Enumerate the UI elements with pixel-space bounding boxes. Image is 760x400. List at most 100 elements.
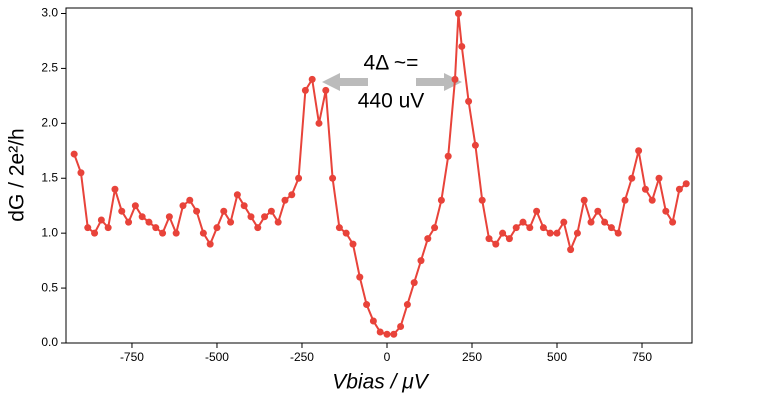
x-tick-label: 250: [462, 350, 482, 364]
data-point: [179, 202, 187, 210]
data-point: [580, 196, 588, 204]
data-point: [356, 273, 364, 281]
data-point: [131, 202, 139, 210]
data-point: [261, 213, 269, 221]
data-point: [193, 207, 201, 215]
data-point: [267, 207, 275, 215]
x-axis-label: Vbias / μV: [332, 371, 430, 394]
y-tick-label: 0.5: [41, 280, 58, 294]
data-point: [614, 229, 622, 237]
plot-frame: [65, 7, 693, 344]
y-tick-label: 3.0: [41, 6, 58, 20]
y-tick-label: 0.0: [41, 335, 58, 349]
data-point: [587, 218, 595, 226]
data-point: [322, 86, 330, 94]
data-point: [125, 218, 133, 226]
y-tick-label: 1.5: [41, 170, 58, 184]
data-point: [227, 218, 235, 226]
data-point: [199, 229, 207, 237]
data-point: [465, 97, 473, 105]
data-point: [240, 202, 248, 210]
x-tick-label: -500: [205, 350, 229, 364]
data-point: [70, 150, 78, 158]
data-point: [526, 224, 534, 232]
data-point: [152, 224, 160, 232]
data-point: [451, 75, 459, 83]
data-point: [417, 257, 425, 265]
data-point: [186, 196, 194, 204]
data-point: [669, 218, 677, 226]
data-point: [104, 224, 112, 232]
data-point: [342, 229, 350, 237]
data-point: [335, 224, 343, 232]
arrow-left: [322, 73, 368, 91]
data-point: [138, 213, 146, 221]
data-point: [376, 328, 384, 336]
data-point: [499, 229, 507, 237]
data-point: [403, 301, 411, 309]
y-tick-label: 1.0: [41, 225, 58, 239]
data-point: [84, 224, 92, 232]
data-point: [567, 246, 575, 254]
data-point: [172, 229, 180, 237]
data-point: [675, 185, 683, 193]
data-point: [478, 196, 486, 204]
data-point: [295, 174, 303, 182]
data-point: [662, 207, 670, 215]
x-tick-label: -750: [120, 350, 144, 364]
data-point: [233, 191, 241, 199]
data-point: [655, 174, 663, 182]
y-tick-label: 2.0: [41, 115, 58, 129]
data-point: [369, 317, 377, 325]
x-tick-label: 750: [632, 350, 652, 364]
data-point: [454, 9, 462, 17]
data-point: [301, 86, 309, 94]
data-point: [519, 218, 527, 226]
data-point: [437, 196, 445, 204]
data-point: [492, 240, 500, 248]
arrow-right: [416, 73, 462, 91]
data-point: [424, 235, 432, 243]
data-point: [220, 207, 228, 215]
data-point: [145, 218, 153, 226]
data-point: [77, 169, 85, 177]
data-point: [247, 213, 255, 221]
data-point: [288, 191, 296, 199]
data-point: [444, 152, 452, 160]
data-point: [641, 185, 649, 193]
data-point: [607, 224, 615, 232]
data-point: [363, 301, 371, 309]
data-point: [91, 229, 99, 237]
data-point: [165, 213, 173, 221]
y-tick-label: 2.5: [41, 61, 58, 75]
data-point: [206, 240, 214, 248]
data-point: [648, 196, 656, 204]
data-point: [512, 224, 520, 232]
data-point: [213, 224, 221, 232]
data-point: [594, 207, 602, 215]
annotation: 440 uV: [358, 90, 425, 113]
data-point: [274, 218, 282, 226]
data-point: [431, 224, 439, 232]
data-point: [390, 330, 398, 338]
data-point: [635, 147, 643, 155]
data-point: [383, 330, 391, 338]
data-point: [533, 207, 541, 215]
data-point: [553, 229, 561, 237]
x-tick-label: -250: [290, 350, 314, 364]
data-point: [682, 180, 690, 188]
x-tick-label: 0: [384, 350, 391, 364]
data-point: [628, 174, 636, 182]
data-line: [73, 13, 687, 336]
data-point: [546, 229, 554, 237]
data-point: [621, 196, 629, 204]
data-point: [349, 240, 357, 248]
data-point: [505, 235, 513, 243]
y-axis-label: dG / 2e²/h: [6, 128, 29, 221]
data-point: [485, 235, 493, 243]
data-point: [111, 185, 119, 193]
data-point: [471, 141, 479, 149]
data-point: [458, 42, 466, 50]
data-point: [308, 75, 316, 83]
